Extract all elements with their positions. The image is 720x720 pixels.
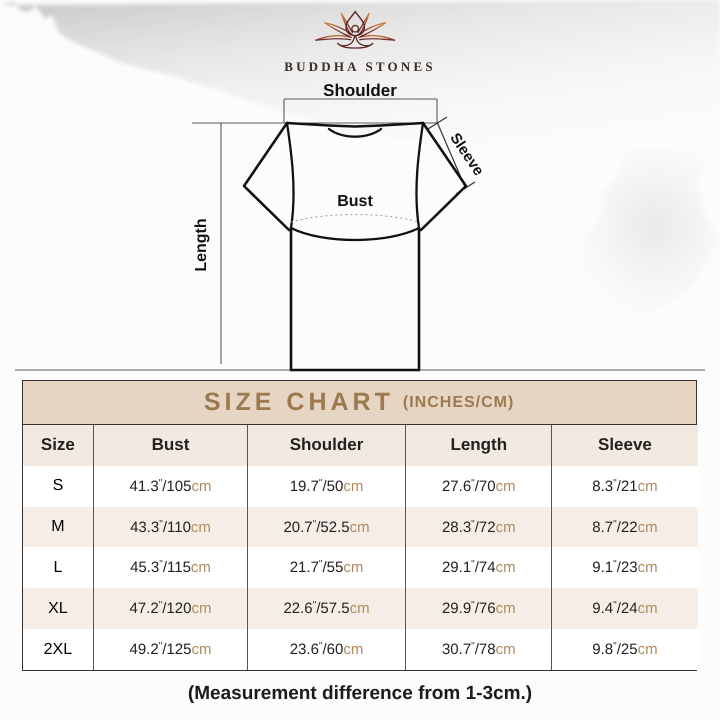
svg-text:Sleeve: Sleeve: [446, 130, 487, 179]
svg-text:BUDDHA STONES: BUDDHA STONES: [284, 59, 436, 74]
svg-text:Length: Length: [193, 218, 210, 271]
svg-text:Bust: Bust: [337, 193, 373, 210]
